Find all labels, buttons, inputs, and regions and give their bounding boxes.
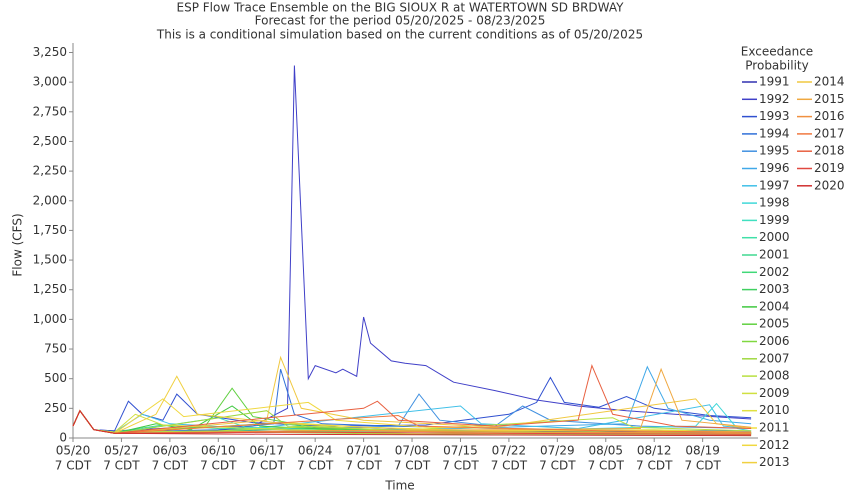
- x-tick-label: 06/10: [201, 444, 236, 458]
- x-tick-label: 08/12: [637, 444, 672, 458]
- y-tick-label: 2,000: [33, 193, 67, 207]
- legend-label: 1993: [759, 109, 790, 123]
- legend-title: Exceedance: [741, 45, 813, 59]
- x-tick-label: 07/15: [443, 444, 478, 458]
- legend-label: 2009: [759, 386, 790, 400]
- legend-label: 2000: [759, 230, 790, 244]
- chart-subtitle: Forecast for the period 05/20/2025 - 08/…: [255, 14, 546, 28]
- legend-label: 2005: [759, 317, 790, 331]
- x-axis-label: Time: [384, 479, 414, 493]
- legend-label: 2017: [814, 126, 845, 140]
- legend-label: 1991: [759, 75, 790, 89]
- x-tick-label: 08/05: [588, 444, 623, 458]
- legend-label: 2006: [759, 334, 790, 348]
- y-tick-label: 0: [59, 431, 67, 445]
- legend-label: 1995: [759, 144, 790, 158]
- legend-label: 2013: [759, 455, 790, 469]
- x-tick-label: 07/01: [346, 444, 381, 458]
- x-tick-sublabel: 7 CDT: [442, 459, 479, 473]
- x-tick-sublabel: 7 CDT: [200, 459, 237, 473]
- y-tick-label: 1,000: [33, 312, 67, 326]
- legend-label: 2011: [759, 421, 790, 435]
- x-tick-sublabel: 7 CDT: [636, 459, 673, 473]
- x-tick-sublabel: 7 CDT: [588, 459, 625, 473]
- legend-label: 1997: [759, 178, 790, 192]
- x-tick-sublabel: 7 CDT: [55, 459, 92, 473]
- x-tick-sublabel: 7 CDT: [297, 459, 334, 473]
- y-tick-label: 1,250: [33, 282, 67, 296]
- y-tick-label: 3,250: [33, 45, 67, 59]
- legend-label: 2004: [759, 299, 790, 313]
- legend-label: 2016: [814, 109, 845, 123]
- x-tick-sublabel: 7 CDT: [539, 459, 576, 473]
- legend-label: 2001: [759, 248, 790, 262]
- x-tick-label: 06/03: [153, 444, 188, 458]
- legend-label: 1998: [759, 196, 790, 210]
- y-tick-label: 750: [44, 342, 67, 356]
- chart-title: ESP Flow Trace Ensemble on the BIG SIOUX…: [177, 1, 625, 15]
- legend-label: 1999: [759, 213, 790, 227]
- y-tick-label: 2,500: [33, 134, 67, 148]
- legend-label: 1996: [759, 161, 790, 175]
- x-tick-label: 06/24: [298, 444, 333, 458]
- y-tick-label: 3,000: [33, 75, 67, 89]
- series-line: [72, 355, 752, 434]
- x-tick-label: 08/19: [685, 444, 720, 458]
- legend-title: Probability: [745, 59, 808, 73]
- legend-label: 2007: [759, 351, 790, 365]
- y-tick-label: 500: [44, 371, 67, 385]
- y-tick-label: 2,250: [33, 164, 67, 178]
- y-tick-label: 250: [44, 401, 67, 415]
- x-tick-sublabel: 7 CDT: [491, 459, 528, 473]
- series-line: [72, 65, 752, 432]
- x-tick-sublabel: 7 CDT: [345, 459, 382, 473]
- x-tick-label: 05/20: [56, 444, 91, 458]
- chart-note: This is a conditional simulation based o…: [156, 28, 643, 42]
- legend-label: 2019: [814, 161, 845, 175]
- legend-label: 2018: [814, 144, 845, 158]
- x-tick-label: 06/17: [249, 444, 284, 458]
- x-tick-sublabel: 7 CDT: [249, 459, 286, 473]
- legend-label: 2020: [814, 178, 845, 192]
- x-tick-label: 05/27: [104, 444, 139, 458]
- legend-label: 2012: [759, 438, 790, 452]
- legend-label: 2015: [814, 92, 845, 106]
- y-tick-label: 1,500: [33, 253, 67, 267]
- legend-label: 1992: [759, 92, 790, 106]
- y-axis-label: Flow (CFS): [11, 213, 25, 276]
- legend-label: 2003: [759, 282, 790, 296]
- series-line: [72, 409, 752, 437]
- x-tick-sublabel: 7 CDT: [152, 459, 189, 473]
- legend-label: 2010: [759, 403, 790, 417]
- x-tick-label: 07/08: [395, 444, 430, 458]
- y-tick-label: 2,750: [33, 104, 67, 118]
- legend-label: 2014: [814, 75, 845, 89]
- legend-label: 2008: [759, 369, 790, 383]
- x-tick-label: 07/22: [492, 444, 527, 458]
- x-tick-label: 07/29: [540, 444, 575, 458]
- legend-label: 2002: [759, 265, 790, 279]
- x-tick-sublabel: 7 CDT: [103, 459, 140, 473]
- y-tick-label: 1,750: [33, 223, 67, 237]
- legend-label: 1994: [759, 126, 790, 140]
- x-tick-sublabel: 7 CDT: [394, 459, 431, 473]
- x-tick-sublabel: 7 CDT: [684, 459, 721, 473]
